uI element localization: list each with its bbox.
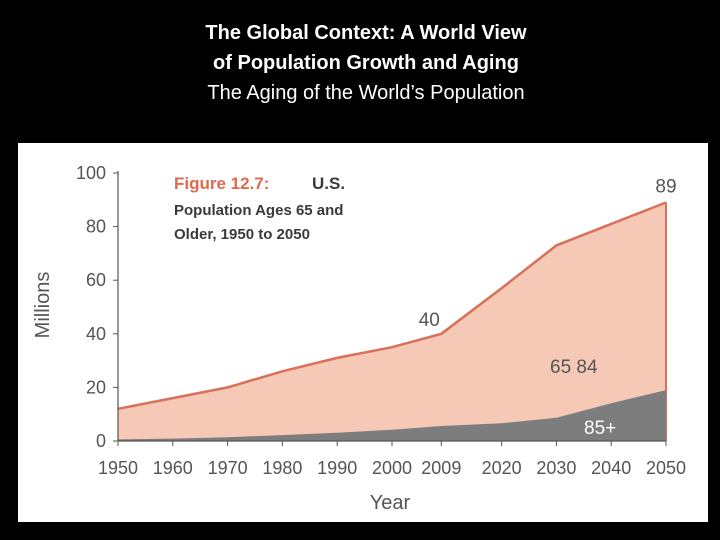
x-tick-label: 1950: [98, 458, 138, 478]
x-axis-title: Year: [370, 492, 411, 514]
figure-title-line: U.S.: [312, 174, 345, 193]
x-tick-label: 1960: [153, 458, 193, 478]
x-tick-label: 2009: [421, 458, 461, 478]
y-axis-title: Millions: [32, 272, 54, 339]
y-tick-label: 40: [86, 324, 106, 344]
y-tick-label: 60: [86, 270, 106, 290]
y-tick-label: 80: [86, 217, 106, 237]
x-tick-label: 1980: [262, 458, 302, 478]
x-tick-label: 2000: [372, 458, 412, 478]
figure-title-line: Older, 1950 to 2050: [174, 226, 310, 243]
slide-title-line1: The Global Context: A World View: [205, 22, 527, 44]
area-65-plus: [118, 202, 666, 441]
area-85-plus: [118, 390, 666, 441]
x-tick-label: 2020: [482, 458, 522, 478]
x-tick-label: 2050: [646, 458, 686, 478]
x-tick-label: 1990: [317, 458, 357, 478]
y-tick-label: 0: [96, 431, 106, 451]
annotation-label: 40: [419, 310, 440, 331]
slide-title: The Global Context: A World View of Popu…: [0, 18, 720, 108]
x-tick-label: 1970: [208, 458, 248, 478]
x-tick-label: 2030: [536, 458, 576, 478]
line-65-plus: [117, 201, 667, 411]
figure-panel: 0 20 40 60 80 100 1950 1960 1970 1980 1990 2000 2009…: [18, 143, 708, 522]
figure-title-line: Population Ages 65 and: [174, 202, 343, 219]
series-label-85-plus: 85+: [584, 418, 616, 439]
slide-subtitle: The Aging of the World’s Population: [207, 82, 525, 104]
y-tick-label: 100: [76, 163, 106, 183]
annotation-label: 89: [655, 176, 676, 197]
slide-title-line2: of Population Growth and Aging: [213, 52, 519, 74]
series-label-65-84: 65 84: [550, 357, 598, 378]
figure-label: Figure 12.7:: [174, 174, 269, 193]
x-tick-label: 2040: [591, 458, 631, 478]
y-tick-label: 20: [86, 377, 106, 397]
